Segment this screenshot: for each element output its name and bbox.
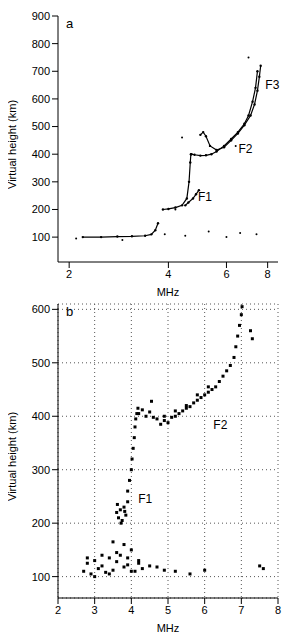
svg-text:800: 800 xyxy=(32,38,50,50)
svg-text:Virtual height (km): Virtual height (km) xyxy=(8,412,18,501)
svg-text:700: 700 xyxy=(32,65,50,77)
svg-text:500: 500 xyxy=(32,357,50,369)
svg-text:8: 8 xyxy=(265,268,271,280)
svg-text:200: 200 xyxy=(32,517,50,529)
svg-text:F2: F2 xyxy=(238,142,252,156)
svg-text:F2: F2 xyxy=(213,418,227,432)
svg-text:500: 500 xyxy=(32,120,50,132)
svg-text:F1: F1 xyxy=(198,190,212,204)
svg-text:Virtual height (km): Virtual height (km) xyxy=(8,100,18,189)
svg-text:4: 4 xyxy=(128,604,134,616)
html-text:a: a xyxy=(66,16,74,31)
svg-text:600: 600 xyxy=(32,303,50,315)
svg-text:5: 5 xyxy=(165,604,171,616)
svg-text:3: 3 xyxy=(92,604,98,616)
svg-text:7: 7 xyxy=(238,604,244,616)
svg-text:300: 300 xyxy=(32,464,50,476)
svg-text:100: 100 xyxy=(32,571,50,583)
svg-text:MHz: MHz xyxy=(157,286,180,296)
svg-text:100: 100 xyxy=(32,231,50,243)
svg-text:400: 400 xyxy=(32,410,50,422)
svg-text:6: 6 xyxy=(223,268,229,280)
svg-text:2: 2 xyxy=(55,604,61,616)
svg-text:F3: F3 xyxy=(265,78,279,92)
svg-text:MHz: MHz xyxy=(157,622,180,632)
svg-text:6: 6 xyxy=(202,604,208,616)
svg-text:900: 900 xyxy=(32,10,50,22)
html-text:b: b xyxy=(66,304,74,319)
svg-text:400: 400 xyxy=(32,148,50,160)
svg-text:4: 4 xyxy=(165,268,171,280)
svg-text:200: 200 xyxy=(32,203,50,215)
svg-text:600: 600 xyxy=(32,93,50,105)
svg-text:2: 2 xyxy=(66,268,72,280)
svg-text:300: 300 xyxy=(32,176,50,188)
svg-text:8: 8 xyxy=(275,604,281,616)
svg-text:F1: F1 xyxy=(138,492,152,506)
